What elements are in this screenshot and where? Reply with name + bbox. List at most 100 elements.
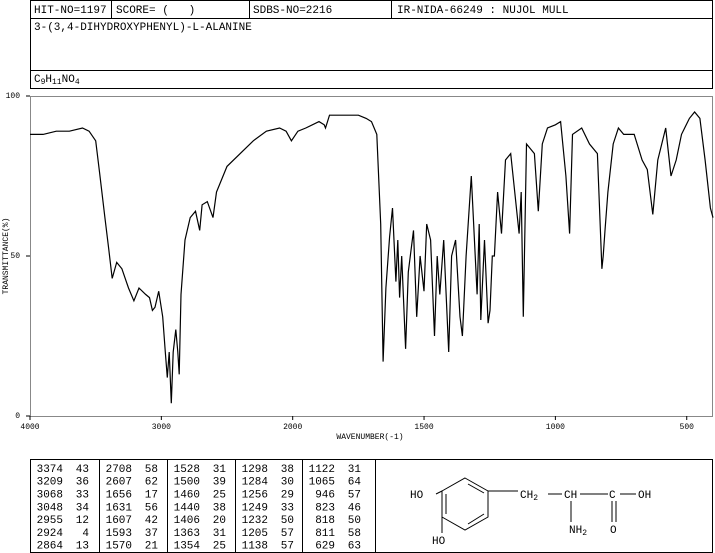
peak-wavenumber: 2955: [37, 515, 63, 527]
atom-label: NH2: [569, 525, 587, 538]
peak-intensity: 42: [145, 515, 158, 527]
peak-wavenumber: 1298: [242, 464, 268, 476]
formula-part: C: [34, 74, 41, 86]
peak-wavenumber: 1593: [106, 528, 132, 540]
peak-wavenumber: 1631: [106, 502, 133, 514]
peak-wavenumber: 823: [315, 502, 335, 514]
x-tick-label: 1000: [546, 423, 565, 432]
peak-intensity: 20: [213, 515, 226, 527]
atom-label: O: [610, 525, 617, 537]
peak-intensity: 43: [76, 464, 89, 476]
peak-intensity: 36: [76, 477, 89, 489]
peak-wavenumber: 2708: [106, 464, 132, 476]
compound-name: 3-(3,4-DIHYDROXYPHENYL)-L-ALANINE: [34, 22, 252, 34]
peak-intensity: 33: [281, 502, 294, 514]
atom-part: 2: [582, 529, 587, 538]
peak-intensity: 25: [213, 541, 226, 553]
peak-wavenumber: 1284: [242, 477, 269, 489]
peak-intensity: 37: [145, 528, 158, 540]
peak-wavenumber: 1256: [242, 490, 268, 502]
peak-intensity: 25: [213, 490, 226, 502]
peak-intensity: 31: [213, 464, 227, 476]
peak-table: 3374 43 3209 36 3068 33 3048 34 2955 12 2924 4 2864 1…: [30, 459, 713, 553]
peak-intensity: 13: [76, 541, 89, 553]
formula-part: NO: [62, 74, 76, 86]
peak-wavenumber: 1354: [174, 541, 201, 553]
peak-wavenumber: 2864: [37, 541, 64, 553]
atom-label: CH2: [520, 490, 538, 503]
peak-intensity: 62: [145, 477, 158, 489]
sdbs-no: SDBS-NO=2216: [253, 5, 332, 17]
bond: [467, 483, 485, 494]
peak-intensity: 31: [348, 464, 362, 476]
peak-wavenumber: 3209: [37, 477, 63, 489]
peak-intensity: 58: [348, 528, 361, 540]
peak-intensity: 50: [281, 515, 294, 527]
structure-labels: HO HO CH2 CH C OH NH2 O: [410, 490, 651, 548]
peak-intensity: 64: [348, 477, 362, 489]
peak-wavenumber: 1363: [174, 528, 200, 540]
peak-wavenumber: 3374: [37, 464, 64, 476]
x-tick-label: 2000: [283, 423, 302, 432]
peak-intensity: 57: [281, 528, 294, 540]
peak-intensity: 58: [145, 464, 158, 476]
y-tick-label: 50: [10, 252, 20, 261]
y-axis-label: TRANSMITTANCE(%): [2, 218, 11, 295]
peak-intensity: 12: [76, 515, 89, 527]
peak-intensity: 33: [76, 490, 89, 502]
peak-wavenumber: 811: [315, 528, 335, 540]
peak-intensity: 34: [76, 502, 90, 514]
x-tick-label: 1500: [414, 423, 433, 432]
formula-part: H: [45, 74, 52, 86]
peak-intensity: 17: [145, 490, 158, 502]
peak-wavenumber: 2924: [37, 528, 64, 540]
y-tick-label: 0: [15, 412, 20, 421]
spectrum-line: [30, 111, 714, 404]
peak-intensity: 4: [82, 528, 89, 540]
plot-frame: [30, 96, 713, 417]
score: SCORE= ( ): [116, 5, 195, 17]
ring: [441, 477, 489, 531]
peak-wavenumber: 1249: [242, 502, 268, 514]
peak-intensity: 56: [145, 502, 158, 514]
peak-wavenumber: 818: [315, 515, 335, 527]
structure-frame: [375, 459, 713, 553]
x-tick-label: 3000: [152, 423, 171, 432]
peak-wavenumber: 1205: [242, 528, 268, 540]
header: HIT-NO=1197 SCORE= ( ) SDBS-NO=2216 IR-N…: [30, 0, 713, 89]
peak-intensity: 29: [281, 490, 294, 502]
bond: [435, 490, 443, 495]
y-tick-label: 100: [6, 92, 21, 101]
peak-intensity: 57: [348, 490, 361, 502]
peak-wavenumber: 2607: [106, 477, 132, 489]
atom-label: CH: [564, 490, 577, 502]
x-axis-label: WAVENUMBER(-1): [336, 433, 403, 442]
atom-label: HO: [432, 536, 446, 548]
peak-wavenumber: 629: [315, 541, 335, 553]
peak-wavenumber: 1528: [174, 464, 200, 476]
peak-intensity: 30: [281, 477, 294, 489]
peak-wavenumber: 1232: [242, 515, 268, 527]
formula-part: 9: [41, 78, 46, 87]
atom-label: HO: [410, 490, 424, 502]
peak-intensity: 57: [281, 541, 294, 553]
peak-wavenumber: 1656: [106, 490, 132, 502]
atom-part: CH: [520, 490, 533, 502]
peak-intensity: 39: [213, 477, 226, 489]
peak-intensity: 31: [213, 528, 227, 540]
peak-intensity: 46: [348, 502, 361, 514]
peak-wavenumber: 1440: [174, 502, 200, 514]
header-frame: [30, 0, 713, 89]
peak-intensity: 50: [348, 515, 361, 527]
peak-wavenumber: 1138: [242, 541, 268, 553]
method: IR-NIDA-66249 : NUJOL MULL: [397, 5, 569, 17]
x-tick-label: 4000: [20, 423, 39, 432]
structure: [435, 477, 636, 533]
atom-label: C: [609, 490, 616, 502]
peak-wavenumber: 1406: [174, 515, 200, 527]
formula: C9H11NO4: [34, 74, 80, 87]
hit-no: HIT-NO=1197: [34, 5, 107, 17]
peak-wavenumber: 1500: [174, 477, 200, 489]
formula-part: 4: [75, 78, 80, 87]
